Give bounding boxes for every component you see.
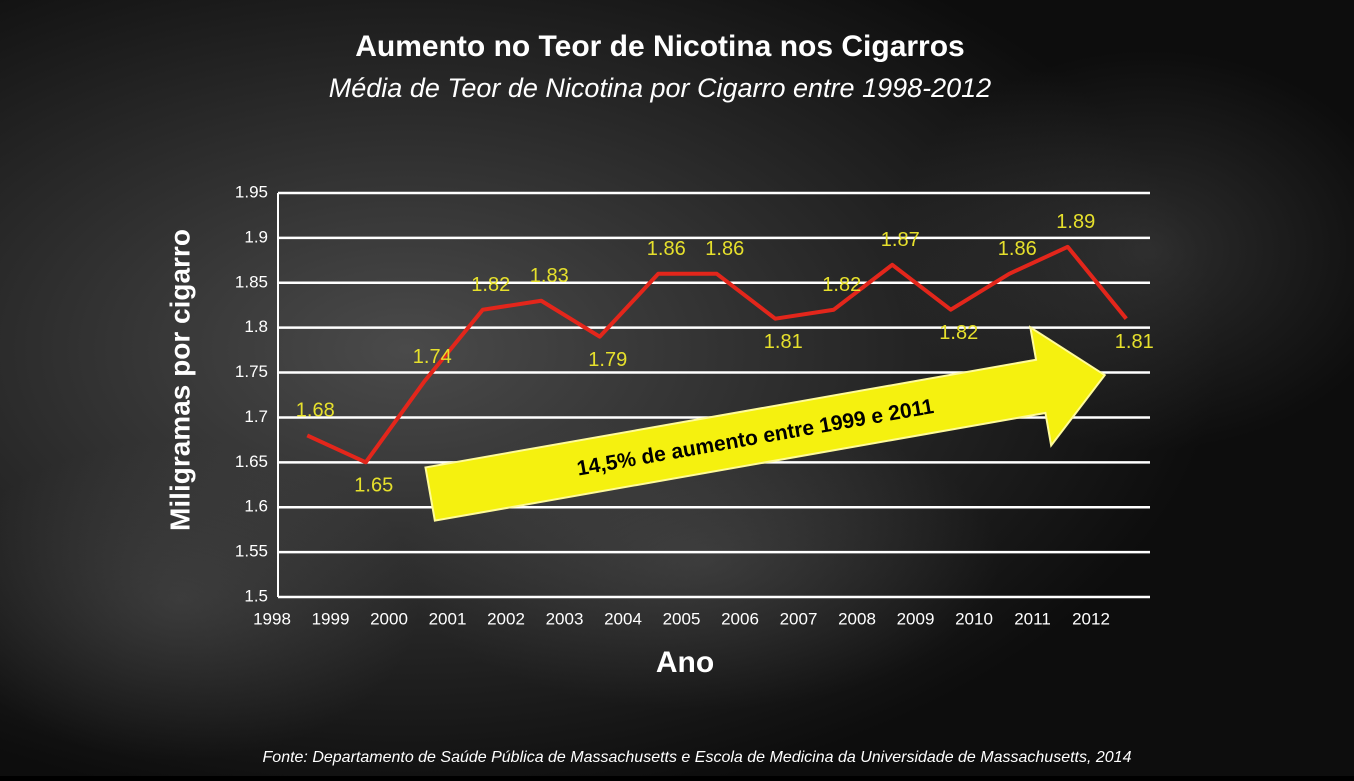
data-label: 1.68 bbox=[296, 400, 335, 422]
y-tick-label: 1.85 bbox=[235, 272, 268, 291]
data-label: 1.82 bbox=[939, 322, 978, 344]
data-label: 1.81 bbox=[764, 331, 803, 353]
data-label: 1.89 bbox=[1056, 211, 1095, 233]
x-tick-label: 2007 bbox=[780, 609, 818, 628]
plot-area: 1.5 1.55 1.6 1.65 1.7 1.75 1.8 1.85 1.9 1.95 1998 1… bbox=[235, 182, 1154, 628]
y-tick-label: 1.6 bbox=[244, 497, 268, 516]
x-tick-label: 2008 bbox=[838, 609, 876, 628]
x-tick-label: 1999 bbox=[312, 609, 350, 628]
x-tick-label: 2011 bbox=[1014, 609, 1051, 628]
x-tick-label: 2009 bbox=[897, 609, 935, 628]
x-tick-label: 2010 bbox=[955, 609, 993, 628]
data-label: 1.81 bbox=[1115, 331, 1154, 353]
x-tick-label: 2003 bbox=[546, 609, 584, 628]
y-tick-label: 1.55 bbox=[235, 542, 268, 561]
smoke bbox=[0, 440, 420, 760]
x-tick-label: 2001 bbox=[429, 609, 467, 628]
data-label: 1.86 bbox=[998, 238, 1037, 260]
smoke bbox=[890, 50, 1354, 450]
x-axis-label: Ano bbox=[656, 646, 714, 679]
y-tick-label: 1.8 bbox=[244, 317, 268, 336]
data-label: 1.83 bbox=[530, 265, 569, 287]
data-line bbox=[306, 244, 1128, 465]
data-label: 1.86 bbox=[705, 238, 744, 260]
y-tick-label: 1.9 bbox=[244, 227, 268, 246]
source: Fonte: Departamento de Saúde Pública de … bbox=[263, 749, 1132, 766]
y-tick-label: 1.5 bbox=[244, 586, 268, 605]
x-tick-label: 1998 bbox=[253, 609, 291, 628]
data-label: 1.87 bbox=[881, 229, 920, 251]
x-tick-label: 2012 bbox=[1072, 609, 1110, 628]
x-tick-label: 2004 bbox=[604, 609, 642, 628]
data-label: 1.74 bbox=[413, 346, 452, 368]
data-label: 1.86 bbox=[647, 238, 686, 260]
y-tick-label: 1.95 bbox=[235, 182, 268, 201]
y-tick-label: 1.7 bbox=[244, 407, 268, 426]
x-tick-label: 2005 bbox=[663, 609, 701, 628]
arrow-shape bbox=[424, 325, 1107, 522]
y-tick-label: 1.75 bbox=[235, 362, 268, 381]
chart-title: Aumento no Teor de Nicotina nos Cigarros bbox=[355, 30, 965, 63]
x-tick-label: 2000 bbox=[370, 609, 408, 628]
chart-subtitle: Média de Teor de Nicotina por Cigarro en… bbox=[329, 73, 991, 103]
y-axis-label: Miligramas por cigarro bbox=[164, 229, 195, 531]
data-label: 1.82 bbox=[822, 274, 861, 296]
data-label: 1.79 bbox=[588, 349, 627, 371]
data-label: 1.82 bbox=[471, 274, 510, 296]
x-tick-label: 2006 bbox=[721, 609, 759, 628]
y-tick-label: 1.65 bbox=[235, 452, 268, 471]
data-label: 1.65 bbox=[354, 475, 393, 497]
x-tick-label: 2002 bbox=[487, 609, 525, 628]
